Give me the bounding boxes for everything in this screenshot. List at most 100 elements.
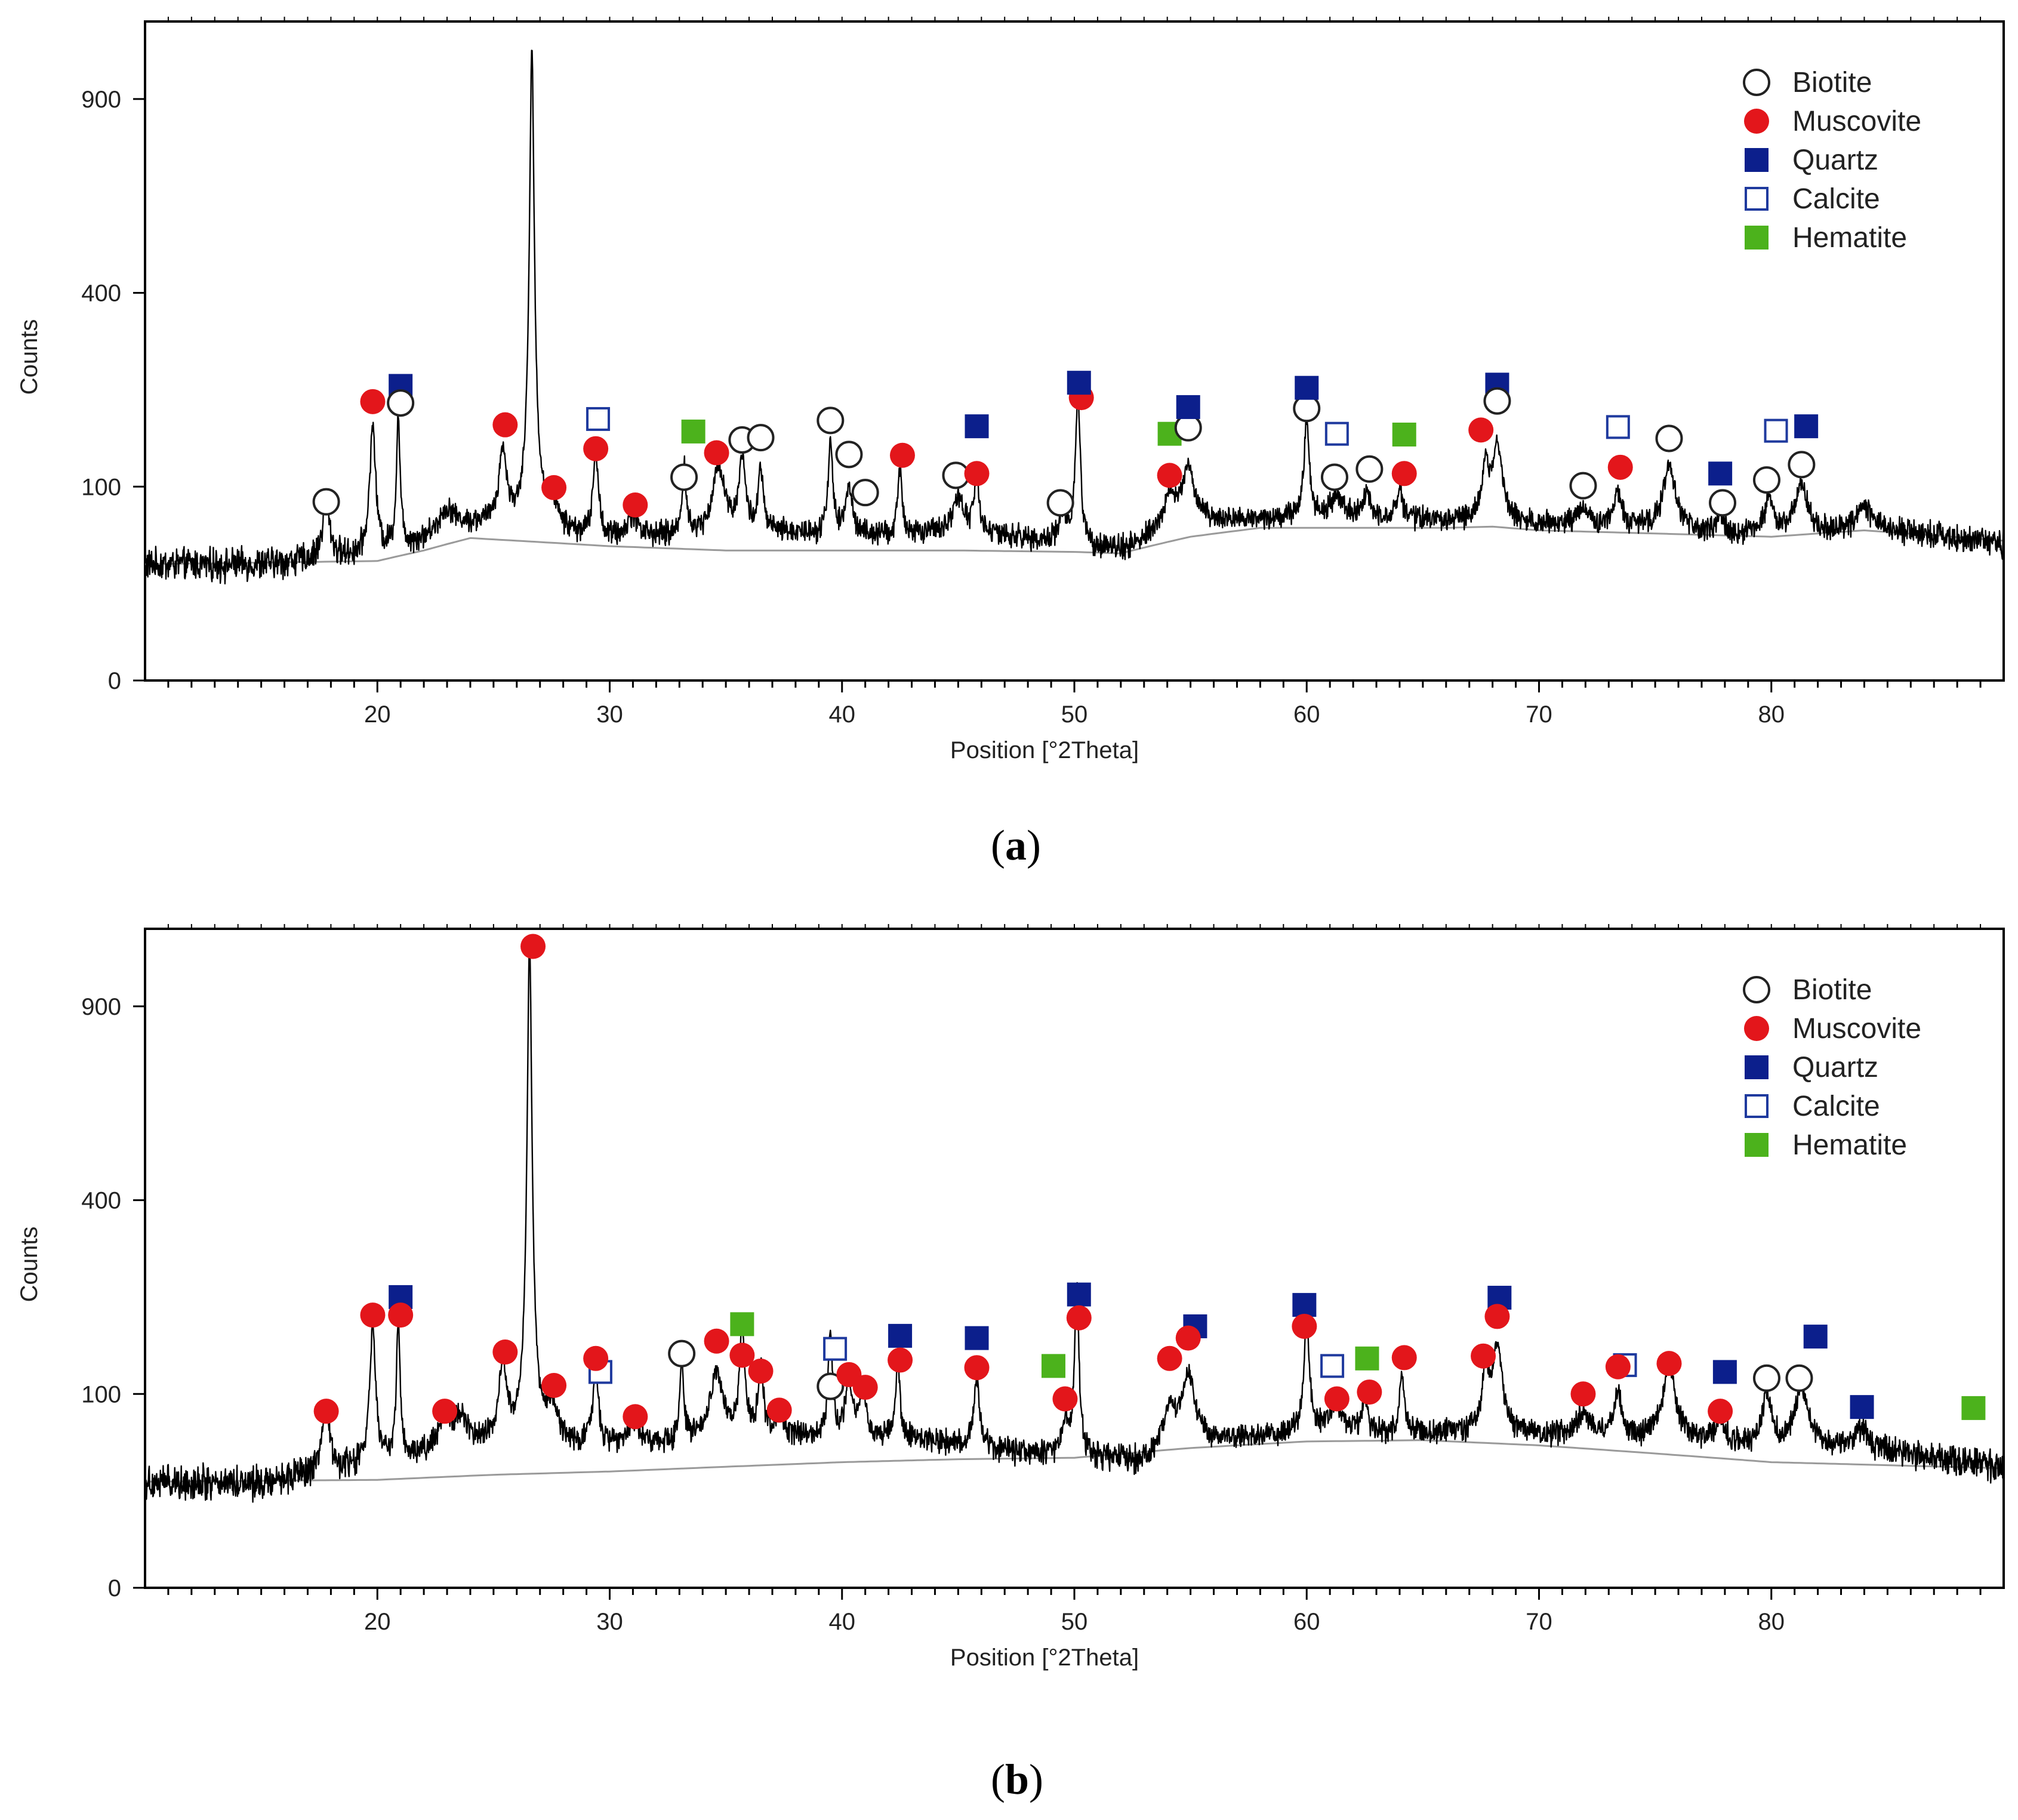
marker-muscovite — [583, 1345, 609, 1371]
marker-muscovite — [583, 436, 609, 461]
marker-muscovite — [766, 1397, 792, 1423]
x-tick-label: 80 — [1758, 1609, 1785, 1635]
marker-biotite — [835, 441, 863, 469]
legend-symbol-hematite — [1745, 1133, 1769, 1157]
marker-quartz — [1292, 1293, 1317, 1317]
marker-biotite — [312, 488, 340, 516]
marker-muscovite — [520, 934, 546, 959]
y-tick-label: 100 — [81, 474, 121, 500]
y-axis-label: Counts — [16, 1227, 42, 1302]
x-axis-label: Position [°2Theta] — [950, 737, 1139, 763]
marker-muscovite — [1607, 454, 1633, 480]
marker-biotite — [670, 463, 698, 491]
marker-quartz — [1708, 461, 1733, 486]
chart-panel-b: 20 30 40 50 60 70 80 0 100 400 900 Position [°2Thet… — [16, 924, 2005, 1671]
marker-biotite — [1046, 489, 1074, 517]
marker-muscovite — [1656, 1351, 1682, 1376]
marker-biotite — [1752, 466, 1780, 494]
marker-calcite — [586, 407, 611, 431]
diffraction-pattern-line — [144, 938, 2005, 1503]
x-tick-label: 50 — [1061, 1609, 1088, 1635]
marker-muscovite — [748, 1358, 774, 1384]
marker-quartz — [965, 1326, 989, 1350]
x-tick-label: 60 — [1293, 1609, 1320, 1635]
y-tick-label: 0 — [108, 1575, 121, 1602]
marker-quartz — [1803, 1325, 1828, 1349]
marker-muscovite — [889, 442, 915, 468]
legend-label-biotite: Biotite — [1792, 974, 1872, 1006]
x-tick-label: 40 — [829, 1609, 856, 1635]
marker-muscovite — [888, 1347, 913, 1373]
plot-frame — [144, 928, 2005, 1589]
marker-hematite — [681, 419, 705, 444]
y-tick-label: 400 — [81, 1188, 121, 1214]
legend-label-quartz: Quartz — [1792, 144, 1878, 176]
marker-muscovite — [964, 461, 990, 486]
marker-quartz — [1176, 395, 1200, 419]
marker-calcite — [823, 1336, 848, 1361]
x-tick-label: 70 — [1526, 1609, 1552, 1635]
y-tick-label: 0 — [108, 668, 121, 694]
chart-panel-a: 20 30 40 50 60 70 80 0 100 400 900 Position [°2Thet… — [16, 17, 2005, 763]
legend-symbol-biotite — [1743, 69, 1770, 96]
x-tick-label: 30 — [596, 701, 623, 728]
x-ticks — [167, 924, 1982, 1600]
legend-label-calcite: Calcite — [1792, 183, 1880, 215]
x-tick-label: 20 — [364, 1609, 391, 1635]
background-baseline — [144, 525, 2004, 565]
legend-symbol-hematite — [1745, 226, 1769, 250]
legend-label-quartz: Quartz — [1792, 1052, 1878, 1083]
x-tick-label: 60 — [1293, 701, 1320, 728]
marker-biotite — [1355, 455, 1384, 483]
marker-muscovite — [360, 1302, 386, 1328]
legend-symbol-quartz — [1745, 148, 1769, 172]
marker-biotite — [1785, 1364, 1813, 1392]
x-axis-label: Position [°2Theta] — [950, 1645, 1139, 1671]
x-tick-label: 20 — [364, 701, 391, 728]
marker-calcite — [1324, 421, 1349, 446]
diffraction-pattern-line — [144, 50, 2005, 585]
marker-biotite — [817, 407, 845, 435]
legend-symbol-calcite — [1745, 1094, 1769, 1118]
marker-quartz — [888, 1323, 913, 1348]
marker-muscovite — [432, 1399, 458, 1424]
y-tick-label: 900 — [81, 87, 121, 113]
marker-biotite — [817, 1372, 845, 1400]
marker-biotite — [668, 1339, 696, 1368]
legend: Biotite Muscovite Quartz Calcite Hematite — [1743, 974, 1921, 1161]
marker-biotite — [1320, 463, 1348, 491]
x-tick-label: 50 — [1061, 701, 1088, 728]
legend-symbol-biotite — [1743, 976, 1770, 1003]
panel-label-b: (b) — [991, 1756, 1044, 1803]
marker-muscovite — [1605, 1354, 1631, 1379]
marker-muscovite — [1052, 1386, 1078, 1412]
phase-markers — [312, 371, 1819, 518]
marker-muscovite — [1570, 1381, 1596, 1407]
x-tick-label: 40 — [829, 701, 856, 728]
marker-muscovite — [1468, 417, 1494, 443]
marker-quartz — [1067, 371, 1091, 395]
marker-hematite — [730, 1312, 754, 1336]
marker-muscovite — [1066, 1305, 1092, 1331]
marker-biotite — [1483, 387, 1511, 415]
marker-quartz — [1295, 375, 1319, 400]
marker-muscovite — [852, 1375, 878, 1400]
marker-muscovite — [623, 1404, 648, 1430]
legend-symbol-muscovite — [1744, 109, 1769, 134]
marker-biotite — [387, 389, 415, 417]
marker-muscovite — [1357, 1379, 1382, 1405]
marker-muscovite — [1484, 1304, 1510, 1329]
marker-muscovite — [704, 440, 729, 466]
y-tick-label: 400 — [81, 281, 121, 307]
marker-muscovite — [313, 1399, 339, 1424]
marker-quartz — [1712, 1360, 1737, 1384]
marker-quartz — [965, 414, 989, 439]
marker-biotite — [851, 479, 879, 507]
panel-label-a: (a) — [991, 821, 1041, 869]
marker-muscovite — [1324, 1386, 1350, 1412]
marker-muscovite — [1292, 1313, 1317, 1339]
marker-muscovite — [1471, 1343, 1496, 1369]
marker-muscovite — [704, 1328, 729, 1354]
legend-label-calcite: Calcite — [1792, 1091, 1880, 1122]
marker-quartz — [1850, 1395, 1874, 1419]
